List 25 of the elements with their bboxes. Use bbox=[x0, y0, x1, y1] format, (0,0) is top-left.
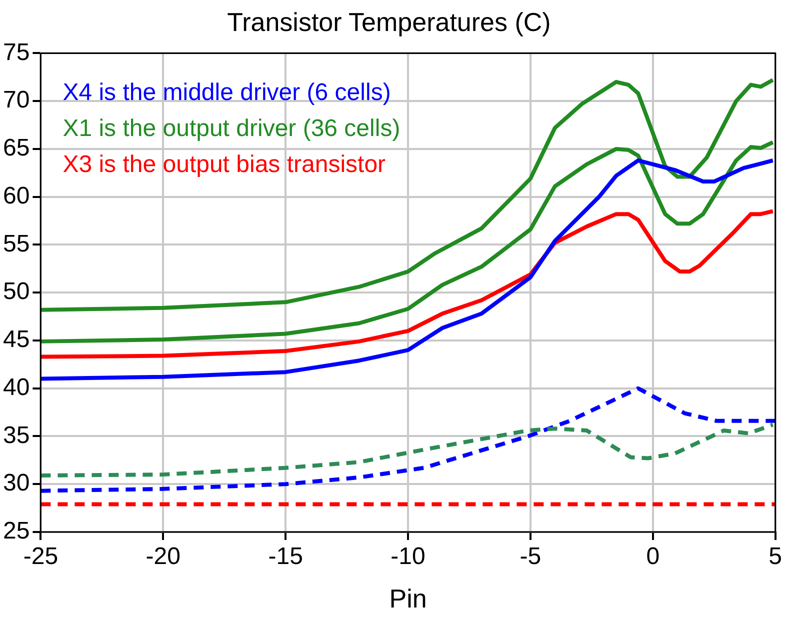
x-tick-label: -5 bbox=[520, 543, 542, 570]
x-tick-label: -25 bbox=[23, 543, 58, 570]
y-tick-label: 65 bbox=[2, 134, 30, 162]
y-tick-label: 40 bbox=[2, 374, 30, 401]
x-tick-label: -15 bbox=[268, 543, 303, 570]
x-tick-label: 0 bbox=[646, 543, 660, 570]
y-tick-label: 75 bbox=[2, 38, 30, 66]
line-series bbox=[40, 422, 775, 478]
text: X3 is the output bias transistor bbox=[62, 150, 386, 178]
y-tick-label: 35 bbox=[2, 422, 30, 449]
text: X1 is the output driver (36 cells) bbox=[62, 114, 400, 142]
y-tick-label: 70 bbox=[2, 86, 30, 114]
x-tick-label: -10 bbox=[390, 543, 426, 570]
y-tick-label: 45 bbox=[2, 326, 30, 354]
y-tick-label: 25 bbox=[2, 518, 30, 545]
x-axis-title: Pin bbox=[389, 584, 427, 614]
y-tick-label: 50 bbox=[2, 278, 30, 306]
line-series bbox=[40, 386, 776, 493]
y-tick-label: 55 bbox=[2, 230, 30, 258]
text: X4 is the middle driver (6 cells) bbox=[62, 78, 391, 106]
x-tick-label: -20 bbox=[146, 543, 180, 570]
x-tick-label: 5 bbox=[768, 543, 782, 570]
chart-title: Transistor Temperatures (C) bbox=[227, 6, 551, 37]
y-tick-label: 30 bbox=[2, 470, 30, 497]
y-tick-label: 60 bbox=[2, 182, 30, 210]
